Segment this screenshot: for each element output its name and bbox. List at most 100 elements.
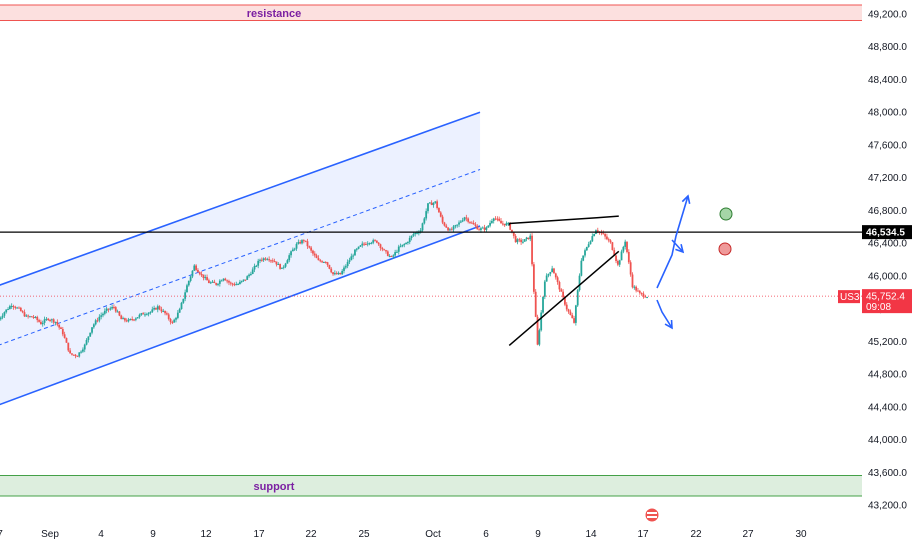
candle-body: [574, 305, 577, 323]
candle-body: [545, 275, 548, 282]
candle-body: [421, 223, 424, 231]
candle-body: [459, 221, 462, 223]
candle-body: [16, 307, 19, 309]
candle-body: [520, 239, 523, 243]
candle-body: [483, 227, 486, 230]
candle-body: [485, 227, 488, 230]
candle-body: [587, 244, 590, 247]
candle-body: [567, 309, 570, 312]
candle-body: [562, 291, 564, 298]
candle-body: [65, 337, 68, 343]
candle-body: [282, 266, 285, 268]
candle-body: [142, 313, 145, 315]
candle-body: [631, 274, 634, 288]
candle-body: [531, 235, 533, 265]
time-tick-label: 30: [795, 529, 807, 540]
candle-body: [525, 237, 528, 240]
candle-body: [87, 336, 90, 341]
candle-body: [419, 230, 422, 233]
candle-body: [439, 212, 442, 217]
candle-body: [584, 250, 586, 256]
candle-body: [580, 260, 583, 276]
candle-body: [348, 260, 351, 262]
candle-body: [145, 314, 148, 316]
candle-body: [41, 322, 44, 325]
candle-body: [85, 340, 88, 345]
candle-body: [295, 243, 298, 249]
candle-body: [83, 344, 86, 350]
candle-body: [609, 240, 612, 243]
candle-body: [131, 318, 134, 320]
time-tick-label: Oct: [425, 529, 441, 540]
candle-body: [193, 265, 196, 271]
candle-body: [432, 202, 435, 206]
candle-body: [207, 280, 210, 284]
candle-body: [616, 260, 619, 265]
candle-body: [169, 318, 172, 323]
candle-body: [323, 261, 325, 263]
candle-body: [23, 312, 26, 317]
candle-body: [556, 277, 559, 283]
candle-body: [425, 211, 428, 219]
candle-body: [317, 258, 320, 261]
candle-body: [626, 241, 628, 252]
candle-body: [288, 255, 291, 261]
candle-body: [180, 302, 183, 310]
candle-body: [427, 203, 429, 212]
candle-body: [113, 306, 115, 308]
resistance-label: resistance: [247, 8, 301, 20]
candle-body: [407, 242, 409, 244]
candle-body: [98, 316, 101, 321]
candle-body: [78, 352, 81, 357]
candle-body: [301, 240, 303, 244]
candle-body: [390, 255, 393, 257]
candle-body: [341, 270, 344, 275]
candle-body: [246, 276, 249, 280]
price-axis[interactable]: 43,200.0 43,600.0 44,000.0 44,400.0 44,800.0…: [868, 10, 907, 512]
candle-body: [454, 225, 457, 227]
candle-body: [34, 316, 37, 318]
symbol-tag: [838, 290, 860, 304]
candle-body: [72, 354, 75, 356]
candle-body: [436, 201, 439, 209]
candle-body: [52, 319, 55, 323]
candle-body: [71, 353, 73, 355]
time-axis[interactable]: 7 Sep 4 9 12 17 22 25 Oct 6 9 14 17 22 27 30: [0, 507, 807, 540]
candle-body: [640, 292, 643, 294]
candle-body: [76, 355, 79, 357]
candle-body: [164, 310, 166, 314]
candle-body: [381, 248, 384, 250]
time-tick-label: 12: [200, 529, 212, 540]
bullish-scenario-arrow-head: [681, 194, 691, 204]
candle-body: [503, 223, 506, 226]
candle-body: [253, 265, 256, 270]
candle-body: [12, 305, 15, 307]
candle-body: [450, 229, 453, 231]
channel-fill: [0, 112, 481, 405]
price-tick-label: 44,400.0: [868, 402, 907, 413]
resistance-zone: [0, 4, 862, 21]
candle-body: [74, 354, 77, 356]
candle-body: [116, 311, 119, 313]
candle-body: [423, 218, 426, 224]
candle-body: [134, 318, 137, 320]
candle-body: [368, 243, 371, 245]
candle-body: [344, 266, 347, 268]
candle-body: [209, 282, 212, 284]
candle-body: [5, 309, 8, 313]
candle-body: [21, 311, 24, 313]
candle-body: [178, 309, 181, 313]
candle-body: [229, 282, 232, 284]
candle-body: [452, 226, 455, 230]
zones-layer: resistance support: [0, 4, 862, 497]
bullish-scenario-arrow: [656, 195, 689, 289]
candle-body: [589, 241, 592, 245]
candle-body: [375, 240, 378, 243]
candle-body: [50, 319, 53, 321]
candle-body: [189, 276, 192, 281]
candle-body: [637, 290, 639, 292]
candle-body: [377, 242, 380, 245]
candle-body: [290, 251, 292, 256]
candle-body: [14, 306, 17, 308]
